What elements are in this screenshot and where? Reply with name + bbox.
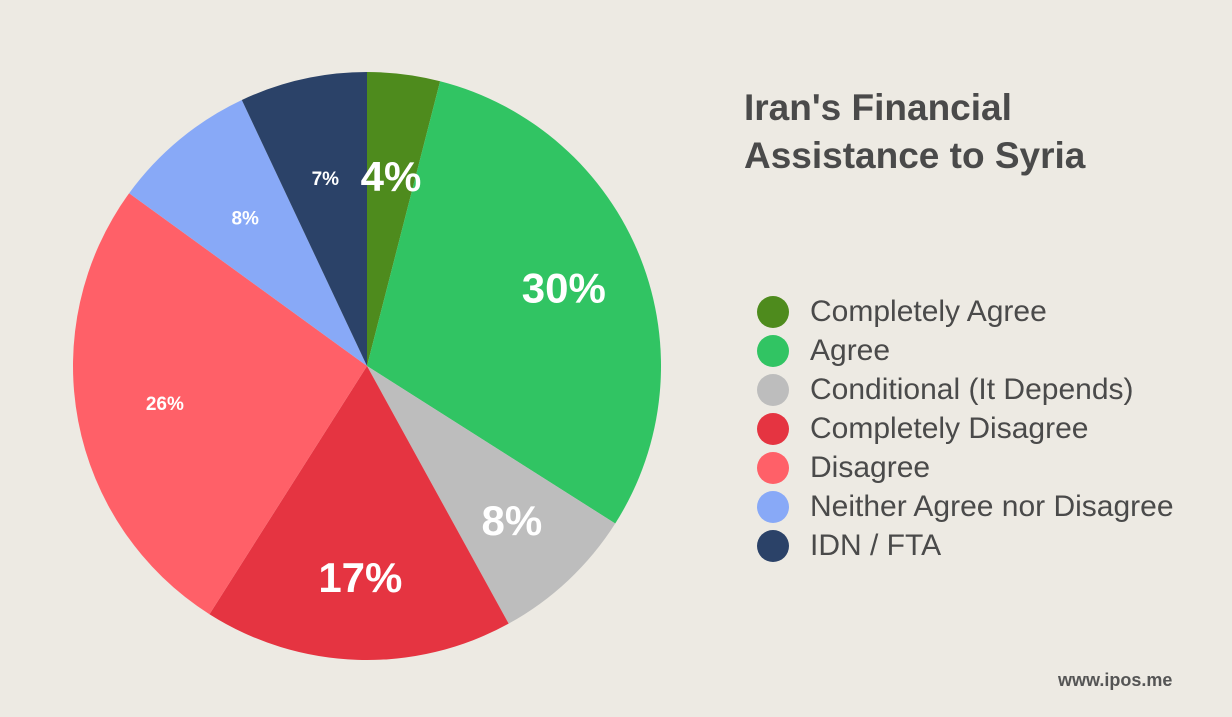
pie-label-completely-agree: 4% <box>361 153 422 200</box>
pie-slice-disagree <box>72 193 367 615</box>
pie-label-disagree: 26% <box>146 394 184 415</box>
pie-label-agree: 30% <box>522 265 606 312</box>
pie-slice-labels: 4% 30% 8% 17% 26% 8% 7% <box>146 153 606 601</box>
footer-site-link[interactable]: www.ipos.me <box>1058 670 1173 690</box>
pie-slice-completely-disagree <box>209 366 509 660</box>
pie-slice-conditional-it-depends <box>367 366 616 624</box>
legend-label: Conditional (It Depends) <box>810 372 1134 406</box>
legend-label: Agree <box>810 333 891 367</box>
chart-title: Iran's Financial Assistance to Syria <box>744 84 1085 180</box>
legend-label: IDN / FTA <box>810 528 942 562</box>
pie-slice-agree <box>367 81 662 524</box>
legend-swatch <box>757 373 789 406</box>
pie-label-neither-agree-nor-disagree: 8% <box>231 208 259 229</box>
pie-label-completely-disagree: 17% <box>318 554 402 601</box>
legend-label: Completely Disagree <box>810 411 1089 445</box>
legend-item-agree: Agree <box>757 331 1174 370</box>
pie-slice-completely-agree <box>367 72 441 366</box>
chart-legend: Completely Agree Agree Conditional (It Dep… <box>757 292 1174 565</box>
legend-label: Completely Agree <box>810 294 1047 328</box>
legend-label: Disagree <box>810 450 931 484</box>
legend-item-conditional-it-depends: Conditional (It Depends) <box>757 370 1174 409</box>
pie-label-conditional-it-depends: 8% <box>482 497 543 544</box>
legend-swatch <box>757 295 789 328</box>
pie-slice-idn-fta <box>241 72 367 366</box>
pie-slices <box>72 72 662 660</box>
legend-item-neither-agree-nor-disagree: Neither Agree nor Disagree <box>757 487 1174 526</box>
legend-swatch <box>757 490 789 523</box>
pie-label-idn-fta: 7% <box>312 169 340 190</box>
legend-swatch <box>757 334 789 367</box>
chart-title-line-2: Assistance to Syria <box>744 135 1086 176</box>
chart-title-line-1: Iran's Financial <box>744 87 1012 128</box>
pie-slice-neither-agree-nor-disagree <box>129 99 367 367</box>
legend-label: Neither Agree nor Disagree <box>810 489 1174 523</box>
legend-swatch <box>757 529 789 562</box>
legend-item-idn-fta: IDN / FTA <box>757 526 1174 565</box>
legend-item-completely-disagree: Completely Disagree <box>757 409 1174 448</box>
legend-swatch <box>757 412 789 445</box>
legend-item-disagree: Disagree <box>757 448 1174 487</box>
legend-item-completely-agree: Completely Agree <box>757 292 1174 331</box>
legend-swatch <box>757 451 789 484</box>
